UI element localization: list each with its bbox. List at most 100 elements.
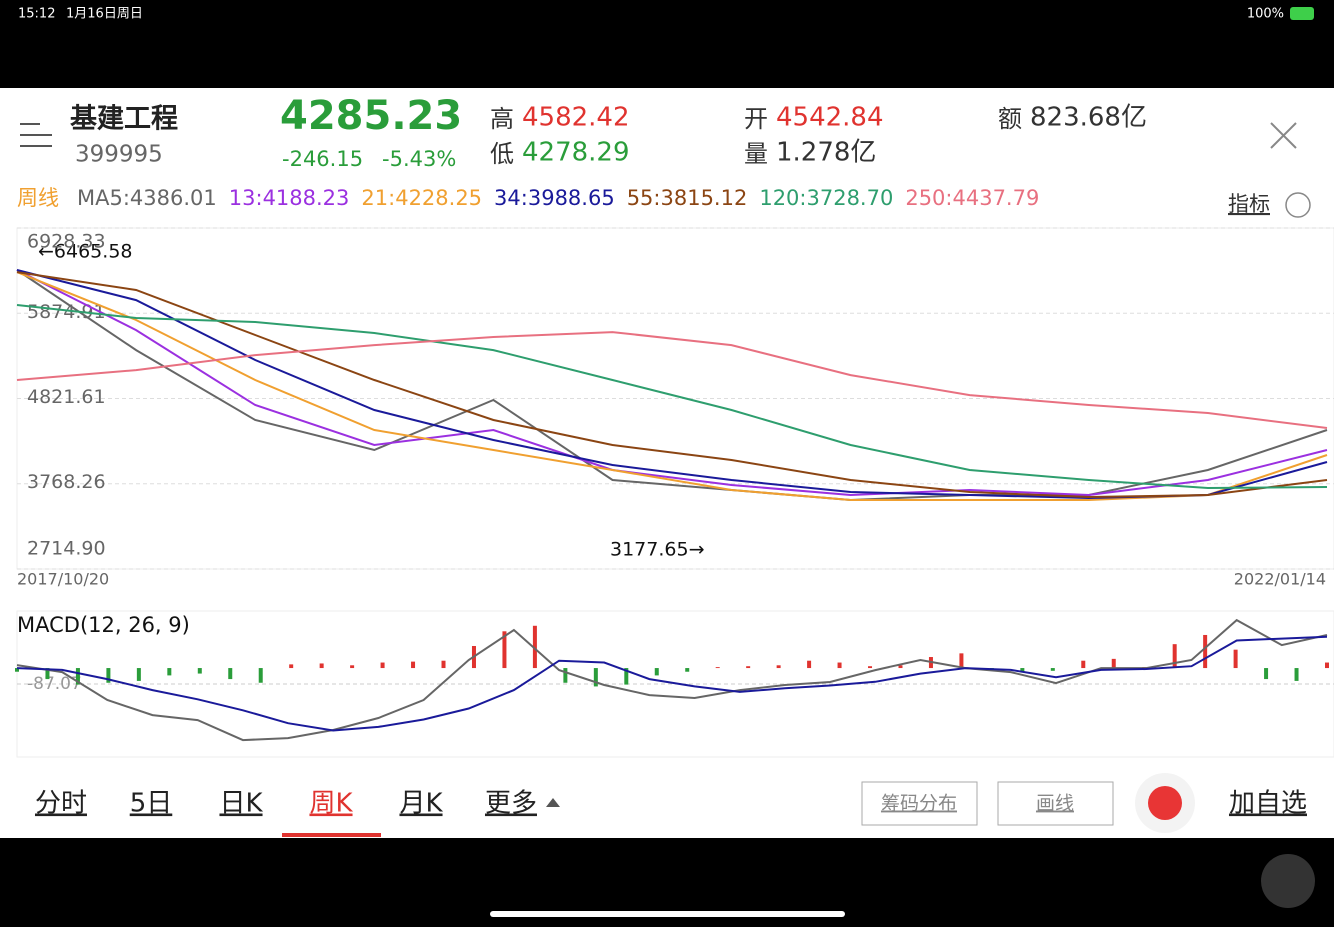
- close-button[interactable]: [1270, 122, 1297, 149]
- macd-bar: [776, 665, 781, 669]
- macd-bar: [1233, 649, 1238, 669]
- macd-bar: [1264, 668, 1269, 680]
- legend-entry: 13:4188.23: [229, 186, 350, 210]
- open: 4542.84: [776, 103, 884, 133]
- y-tick-label: 3768.26: [27, 471, 106, 493]
- more-arrow: [546, 798, 560, 807]
- macd-title: MACD(12, 26, 9): [17, 613, 190, 637]
- macd-bar: [350, 665, 355, 669]
- high: 4582.42: [522, 103, 630, 133]
- tab[interactable]: 日K: [219, 789, 263, 819]
- tab[interactable]: 周K: [309, 789, 353, 819]
- macd-bar: [136, 668, 141, 681]
- end-date: 2022/01/14: [1234, 570, 1326, 589]
- macd-bar: [197, 668, 202, 674]
- legend-entry: 250:4437.79: [905, 186, 1039, 210]
- macd-bar: [380, 662, 385, 669]
- battery: 100%: [1247, 7, 1284, 22]
- amount: 823.68亿: [1030, 103, 1147, 133]
- volume-label: 量: [744, 140, 768, 168]
- tab[interactable]: 更多: [485, 789, 537, 819]
- macd-bar: [15, 668, 19, 672]
- low-annotation: 3177.65→: [610, 539, 705, 561]
- macd-line: [16, 618, 1328, 742]
- ma-line: [16, 271, 1328, 501]
- macd-bar: [959, 653, 964, 669]
- battery-icon: [1290, 7, 1314, 20]
- macd-bar: [441, 660, 446, 669]
- low-label: 低: [490, 140, 514, 168]
- stock-code: 399995: [75, 142, 163, 168]
- y-tick-label: 6928.33: [27, 231, 106, 253]
- macd-bar: [289, 664, 294, 669]
- macd-bar: [837, 662, 842, 669]
- macd-bar: [685, 668, 690, 672]
- price: 4285.23: [280, 93, 462, 139]
- macd-line: [16, 635, 1328, 732]
- macd-bar: [319, 663, 324, 669]
- macd-bar: [593, 668, 598, 687]
- macd-bar: [715, 667, 720, 669]
- legend-entry: 120:3728.70: [759, 186, 893, 210]
- tab[interactable]: 分时: [35, 789, 87, 819]
- tab[interactable]: 月K: [399, 789, 443, 819]
- collapse-button[interactable]: [1261, 854, 1315, 908]
- macd-bar: [1081, 660, 1086, 669]
- macd-bar: [75, 668, 80, 685]
- y-tick-label: 4821.61: [27, 386, 106, 408]
- macd-bar: [1020, 668, 1025, 672]
- indicator-button[interactable]: 指标: [1228, 192, 1270, 216]
- high-annotation: ←6465.58: [38, 241, 133, 263]
- macd-bar: [45, 668, 50, 680]
- panel: [0, 88, 1334, 838]
- macd-bar: [106, 668, 111, 683]
- legend-entry: 34:3988.65: [494, 186, 615, 210]
- add-watchlist[interactable]: 加自选: [1229, 789, 1307, 819]
- legend-entry: 55:3815.12: [627, 186, 748, 210]
- macd-bar: [1203, 634, 1208, 669]
- draw-label[interactable]: 画线: [1036, 793, 1074, 815]
- macd-bar: [868, 666, 873, 669]
- start-date: 2017/10/20: [17, 570, 109, 589]
- high-label: 高: [490, 105, 514, 133]
- menu-icon[interactable]: [20, 123, 52, 147]
- status-date: 1月16日周日: [66, 7, 143, 22]
- home-indicator: [490, 911, 845, 917]
- status-time: 15:12: [18, 7, 55, 22]
- volume: 1.278亿: [776, 138, 876, 168]
- macd-bar: [1050, 668, 1055, 671]
- tab[interactable]: 5日: [130, 789, 173, 819]
- macd-bar: [746, 666, 751, 669]
- macd-bar: [167, 668, 172, 676]
- record-button[interactable]: [1148, 786, 1182, 820]
- macd-bar: [411, 661, 416, 669]
- draw-button[interactable]: [997, 781, 1114, 826]
- y-tick-label: -87.07: [27, 674, 82, 694]
- indicator-arrow[interactable]: [1285, 192, 1311, 218]
- macd-bar: [898, 665, 903, 669]
- amount-label: 额: [998, 105, 1022, 133]
- tab-underline: [282, 833, 381, 837]
- open-label: 开: [744, 105, 768, 133]
- chip-button[interactable]: [861, 781, 978, 826]
- macd-bar: [258, 668, 263, 683]
- macd-bar: [228, 668, 233, 680]
- macd-bar: [807, 660, 812, 669]
- macd-bar: [532, 625, 537, 669]
- change-pct: -5.43%: [382, 147, 456, 171]
- macd-bar: [624, 668, 629, 685]
- macd-bar: [1294, 668, 1299, 681]
- macd-bar: [502, 631, 507, 669]
- ma-line: [16, 331, 1328, 429]
- period-label: 周线: [17, 186, 59, 210]
- y-tick-label: 2714.90: [27, 538, 106, 560]
- legend-entry: 21:4228.25: [361, 186, 482, 210]
- macd-bar: [1172, 644, 1177, 669]
- macd-bar: [563, 668, 568, 683]
- chip-label[interactable]: 筹码分布: [881, 793, 957, 815]
- ma-line: [16, 304, 1328, 490]
- stock-name: 基建工程: [70, 104, 178, 135]
- ma-line: [16, 269, 1328, 502]
